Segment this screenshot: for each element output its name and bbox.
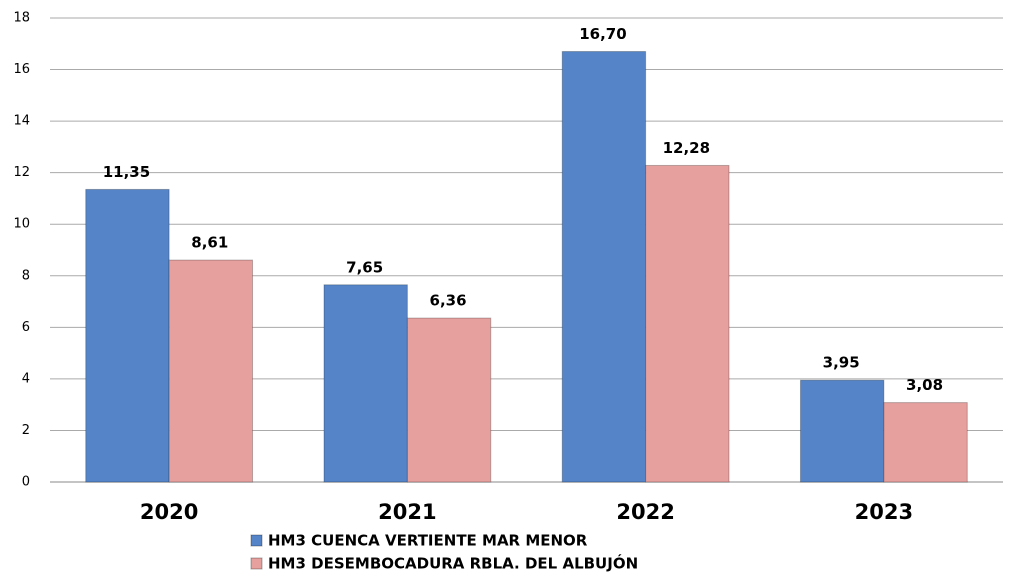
bar — [85, 188, 170, 483]
value-label: 6,36 — [430, 292, 467, 310]
legend-swatch — [250, 557, 263, 570]
y-tick-label: 16 — [13, 62, 30, 77]
y-tick-label: 8 — [22, 268, 30, 283]
value-label: 12,28 — [663, 139, 710, 157]
y-tick-label: 0 — [22, 475, 30, 490]
legend-label: HM3 CUENCA VERTIENTE MAR MENOR — [268, 532, 588, 550]
y-tick-label: 12 — [13, 165, 30, 180]
y-tick-label: 4 — [22, 371, 30, 386]
legend-label: HM3 DESEMBOCADURA RBLA. DEL ALBUJÓN — [268, 554, 638, 573]
bar — [168, 259, 254, 483]
value-label: 7,65 — [346, 258, 383, 276]
x-tick-label: 2023 — [855, 500, 913, 524]
value-label: 11,35 — [103, 163, 150, 181]
legend-swatch — [250, 534, 263, 547]
bar — [883, 402, 968, 483]
value-label: 8,61 — [191, 234, 228, 252]
bar — [799, 379, 885, 483]
bar — [323, 284, 408, 483]
x-tick-label: 2020 — [140, 500, 198, 524]
value-label: 3,95 — [823, 354, 860, 372]
y-tick-label: 10 — [13, 217, 30, 232]
bar — [645, 164, 730, 483]
bar — [561, 51, 647, 483]
value-label: 3,08 — [906, 376, 943, 394]
bar — [406, 317, 492, 483]
x-tick-label: 2021 — [378, 500, 436, 524]
value-label: 16,70 — [579, 25, 626, 43]
y-tick-label: 14 — [13, 114, 30, 129]
x-tick-label: 2022 — [616, 500, 674, 524]
y-tick-label: 18 — [13, 11, 30, 26]
y-tick-label: 2 — [22, 423, 30, 438]
y-tick-label: 6 — [22, 320, 30, 335]
